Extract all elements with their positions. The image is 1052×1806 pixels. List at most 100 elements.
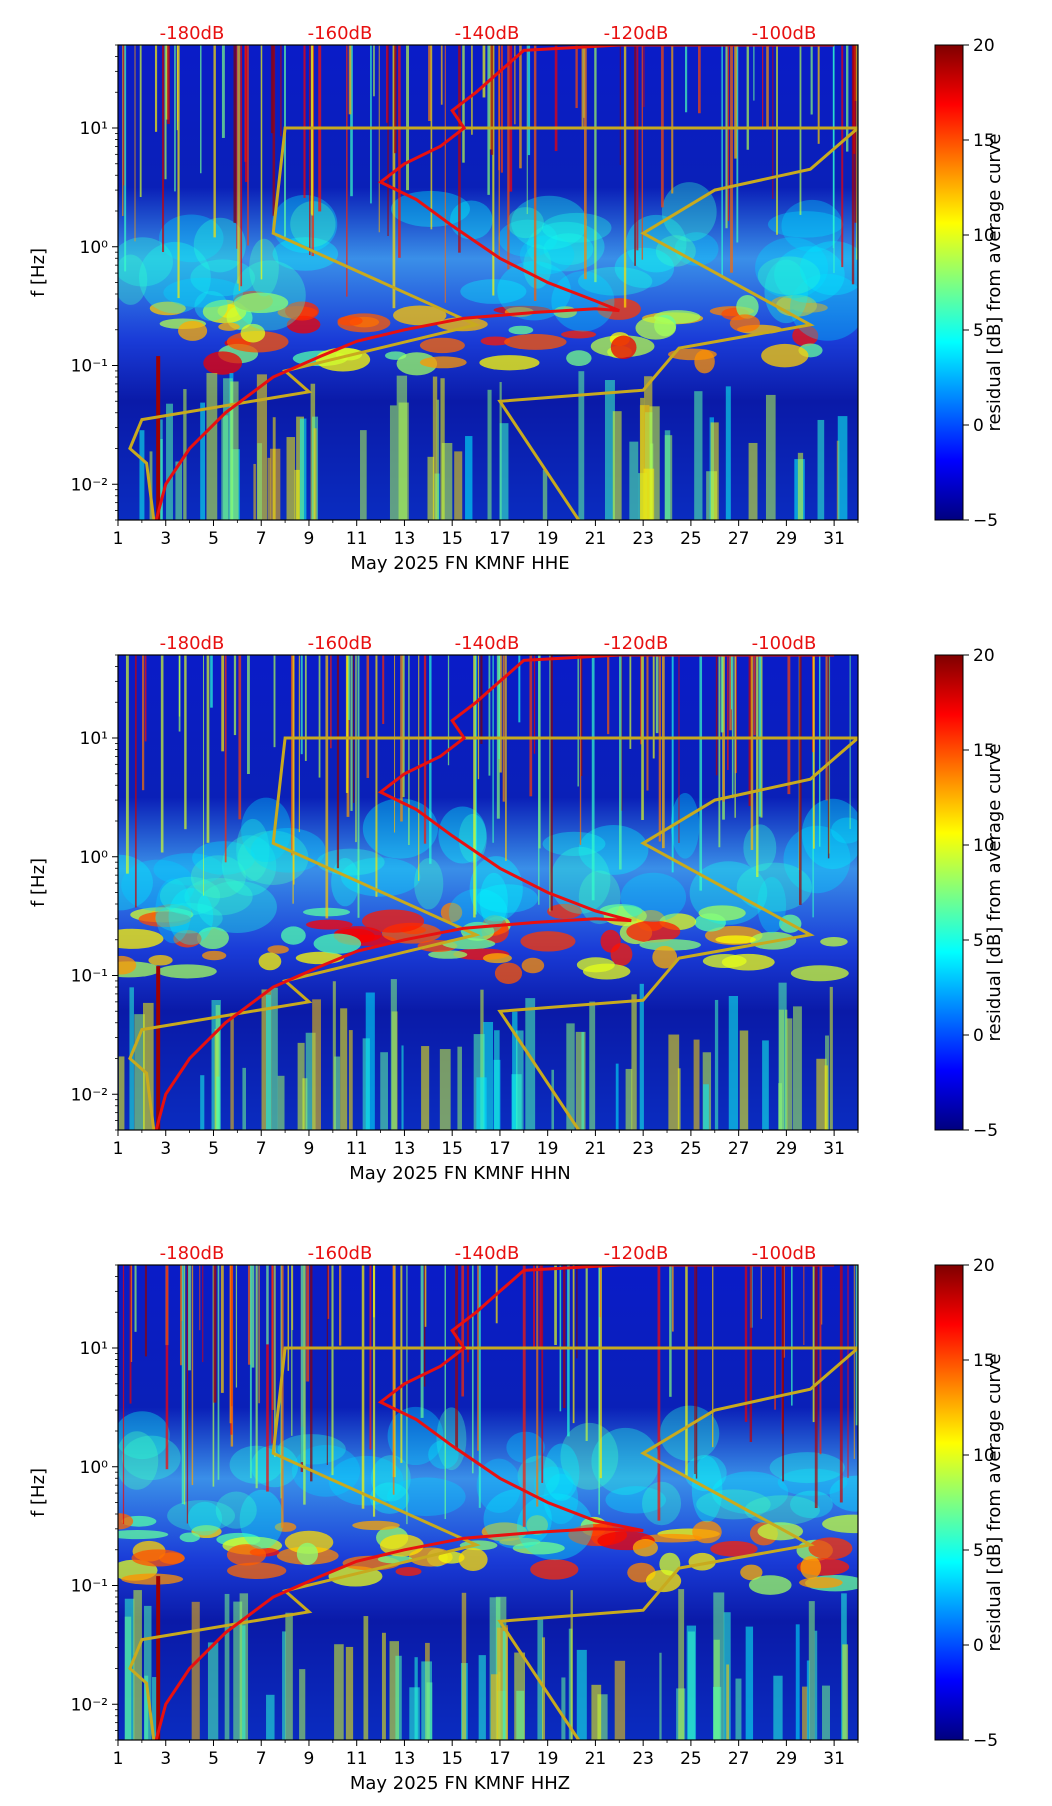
- heatmap-cell: [229, 1265, 232, 1424]
- heatmap-cell: [226, 1544, 267, 1566]
- y-tick-label: 10¹: [80, 119, 108, 139]
- heatmap-cell: [286, 437, 296, 520]
- heatmap-cell: [509, 45, 513, 192]
- x-tick-label: 15: [441, 529, 463, 549]
- heatmap-cell: [731, 655, 734, 799]
- x-tick-label: 29: [776, 1139, 798, 1159]
- heatmap-cell: [614, 1660, 626, 1740]
- heatmap-cell: [458, 45, 461, 253]
- heatmap-cell: [744, 1265, 748, 1422]
- heatmap-cell: [212, 1265, 215, 1487]
- heatmap-cell: [816, 1058, 827, 1130]
- heatmap-cell: [207, 1642, 219, 1740]
- heatmap-cell: [266, 1694, 275, 1740]
- heatmap-cell: [203, 351, 243, 375]
- heatmap-cell: [725, 45, 728, 229]
- heatmap-cell: [575, 1031, 586, 1130]
- heatmap-cell: [740, 1564, 763, 1581]
- heatmap-cell: [518, 655, 521, 723]
- heatmap-cell: [476, 1077, 487, 1130]
- heatmap-cell: [533, 45, 537, 301]
- heatmap-cell: [599, 1265, 602, 1479]
- heatmap-cell: [561, 330, 597, 339]
- heatmap-cell: [118, 1513, 134, 1530]
- heatmap-cell: [183, 1265, 186, 1505]
- colorbar-tick-label: −5: [973, 511, 998, 531]
- heatmap-cell: [215, 1491, 257, 1529]
- heatmap-cell: [591, 655, 595, 901]
- heatmap-cell: [783, 1265, 786, 1358]
- x-tick-label: 25: [680, 529, 702, 549]
- heatmap-cell: [370, 1455, 411, 1502]
- heatmap-cell: [365, 992, 375, 1130]
- x-tick-label: 13: [394, 1749, 416, 1769]
- heatmap-cell: [570, 1590, 573, 1740]
- heatmap-cell: [591, 1684, 602, 1740]
- heatmap-cell: [625, 1068, 633, 1130]
- heatmap-cell: [432, 376, 438, 520]
- colorbar-tick-label: 10: [973, 226, 995, 246]
- heatmap-cell: [247, 655, 250, 775]
- heatmap-cell: [292, 655, 294, 904]
- heatmap-cell: [159, 876, 221, 916]
- heatmap-cell: [720, 655, 724, 733]
- heatmap-cell: [118, 237, 173, 287]
- heatmap-cell: [134, 1265, 137, 1332]
- heatmap-cell: [346, 45, 348, 297]
- heatmap-cell: [482, 953, 512, 964]
- heatmap-cell: [309, 45, 311, 256]
- heatmap-cell: [328, 1455, 404, 1506]
- heatmap-cell: [536, 1265, 539, 1507]
- heatmap-cell: [202, 1265, 204, 1363]
- heatmap-cell: [607, 655, 610, 735]
- heatmap-cell: [824, 1065, 828, 1130]
- heatmap-cell: [280, 45, 282, 137]
- heatmap-cell: [782, 1265, 785, 1482]
- top-db-label: -120dB: [604, 23, 669, 44]
- heatmap-cell: [664, 430, 671, 520]
- colorbar-tick-label: 5: [973, 321, 984, 341]
- heatmap-cell: [440, 45, 443, 105]
- heatmap-cell: [578, 824, 649, 875]
- heatmap-cell: [139, 45, 142, 198]
- heatmap-cell: [482, 45, 486, 98]
- heatmap-cell: [819, 1265, 822, 1455]
- heatmap-cell: [387, 45, 389, 237]
- heatmap-cell: [762, 1040, 769, 1130]
- y-tick-label: 10⁻¹: [71, 1577, 108, 1597]
- heatmap-cell: [369, 1482, 410, 1514]
- colorbar-tick-label: 0: [973, 1026, 984, 1046]
- heatmap-cell: [465, 436, 473, 520]
- heatmap-cell: [853, 1265, 855, 1459]
- x-tick-label: 27: [728, 529, 750, 549]
- heatmap-cell: [125, 655, 129, 874]
- heatmap-cell: [277, 1075, 285, 1130]
- x-tick-label: 15: [441, 1749, 463, 1769]
- top-db-label: -180dB: [160, 633, 225, 654]
- heatmap-cell: [118, 928, 164, 949]
- heatmap-cell: [539, 1265, 542, 1349]
- heatmap-cell: [490, 1674, 499, 1740]
- y-tick-label: 10⁰: [80, 848, 109, 868]
- heatmap-cell: [187, 1501, 223, 1536]
- x-tick-label: 19: [537, 1139, 559, 1159]
- top-db-label: -140dB: [455, 633, 520, 654]
- heatmap-cell: [576, 1649, 587, 1740]
- heatmap-cell: [519, 45, 522, 169]
- heatmap-cell: [393, 305, 447, 326]
- x-tick-label: 23: [632, 1139, 654, 1159]
- heatmap-cell: [118, 1411, 170, 1460]
- x-tick-label: 3: [160, 529, 171, 549]
- x-tick-label: 31: [823, 1749, 845, 1769]
- heatmap-cell: [331, 858, 360, 907]
- heatmap-cell: [598, 1265, 601, 1515]
- colorbar-tick-label: 20: [973, 1256, 995, 1276]
- heatmap-cell: [832, 45, 835, 249]
- heatmap-cell: [512, 1011, 518, 1130]
- heatmap-cell: [370, 45, 372, 204]
- heatmap-cell: [566, 350, 592, 367]
- colorbar-tick-label: 15: [973, 131, 995, 151]
- x-tick-label: 23: [632, 529, 654, 549]
